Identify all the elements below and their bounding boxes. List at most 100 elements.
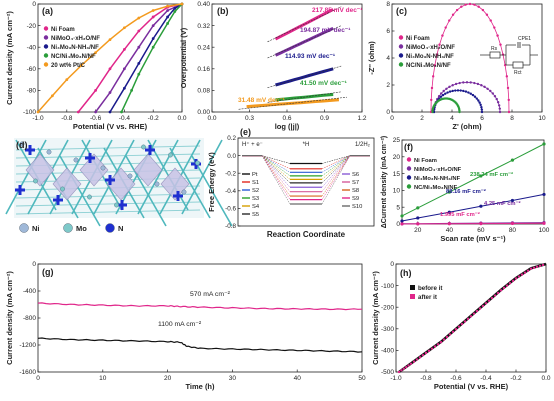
energy-connector <box>261 155 291 180</box>
cdl-label: 238.24 mF cm⁻² <box>470 171 513 178</box>
legend-swatch <box>406 175 412 180</box>
n-atom <box>145 145 155 155</box>
legend-entry: S4 <box>252 204 260 210</box>
y-tick-label: 2 <box>386 82 390 89</box>
x-tick-label: 2 <box>420 115 424 122</box>
data-point <box>400 214 404 218</box>
panel-letter-e: (e) <box>240 127 251 137</box>
mo-atom <box>60 186 65 192</box>
eis-fit <box>430 3 510 113</box>
bond <box>15 209 201 215</box>
legend-entry: S10 <box>352 204 362 210</box>
crystal-structure <box>5 138 233 227</box>
y-tick-label: 4 <box>386 55 390 62</box>
data-point <box>94 89 97 92</box>
cdl-label: 88.16 mF cm⁻² <box>446 188 486 195</box>
bond <box>191 155 233 227</box>
bond <box>15 201 201 207</box>
y-tick-label: -1200 <box>19 342 36 349</box>
lsv-line <box>398 262 547 374</box>
y-axis-label: Free Energy (eV) <box>207 152 216 212</box>
data-point <box>447 210 451 214</box>
lsv-point <box>409 362 413 365</box>
n-atom <box>173 191 183 201</box>
data-point <box>123 26 126 30</box>
y-tick-label: -500 <box>381 369 394 376</box>
legend-swatch <box>410 294 415 299</box>
fit-line <box>401 143 545 217</box>
x-tick-label: 10 <box>99 375 107 382</box>
lsv-point <box>535 265 539 269</box>
legend-entry: NC/Ni₄Mo₃N/NF <box>406 63 451 69</box>
y-tick-label: 0.08 <box>197 88 210 95</box>
x-tick-label: -0.2 <box>510 375 522 382</box>
bond <box>147 139 189 211</box>
mo-atom <box>114 202 119 208</box>
x-tick-label: 0.3 <box>245 115 254 122</box>
x-axis-label: Scan rate (mV s⁻¹) <box>440 234 506 243</box>
data-point <box>151 15 155 19</box>
legend-swatch <box>406 166 412 171</box>
lsv-point <box>487 299 491 302</box>
ni-atom <box>73 157 79 163</box>
legend-swatch <box>43 53 49 58</box>
data-point <box>151 9 155 12</box>
x-tick-label: 0.9 <box>320 115 329 122</box>
plot-frame <box>237 137 375 227</box>
legend-swatch <box>398 35 404 40</box>
x-tick-label: 0 <box>36 375 40 382</box>
y-tick-label: 5 <box>396 204 400 211</box>
panel-letter-g: (g) <box>42 267 54 277</box>
legend-swatch <box>398 53 404 58</box>
lsv-point <box>508 282 512 285</box>
eis-fit <box>433 81 501 113</box>
legend-entry: NC/Ni₄Mo₃N/NF <box>414 185 458 191</box>
energy-connector <box>261 155 291 177</box>
n-atom <box>85 153 95 163</box>
lsv-point <box>407 364 410 367</box>
lsv-point <box>523 271 527 274</box>
y-tick-label: -40 <box>27 44 37 51</box>
legend-swatch <box>398 44 404 49</box>
y-tick-label: 8 <box>386 1 390 8</box>
lsv-point <box>430 347 434 350</box>
circuit-label: CPE1 <box>518 36 531 42</box>
panel-letter-c: (c) <box>396 6 407 16</box>
x-tick-label: 0 <box>390 115 394 122</box>
legend-entry: NiMoO₄·xH₂O/NF <box>51 36 100 42</box>
data-point <box>479 204 483 208</box>
tafel-slope-label: 217.85 mV dec⁻¹ <box>312 7 362 14</box>
legend-entry: S2 <box>252 188 259 194</box>
lsv-point <box>433 345 437 348</box>
y-tick-label: -400 <box>23 288 36 295</box>
energy-connector <box>321 155 351 200</box>
energy-connector <box>321 155 351 197</box>
lsv-point <box>541 263 545 267</box>
y-tick-label: 0.2 <box>227 135 236 142</box>
data-point <box>79 64 83 67</box>
data-point <box>166 15 170 19</box>
data-point <box>137 72 141 76</box>
data-point <box>542 221 546 225</box>
legend-entry: S3 <box>252 196 259 202</box>
energy-connector <box>321 155 351 205</box>
y-tick-label: -80 <box>27 88 37 95</box>
lsv-point <box>511 279 515 283</box>
structure-legend-swatch <box>105 223 115 233</box>
energy-connector <box>321 155 351 177</box>
lsv-point <box>493 294 497 297</box>
bond <box>181 139 223 215</box>
data-point <box>76 110 80 114</box>
data-point <box>180 2 184 6</box>
structure-legend-swatch <box>63 223 73 233</box>
energy-connector <box>261 155 291 197</box>
mo-atom <box>168 152 173 158</box>
lsv-point <box>499 289 503 292</box>
legend-swatch <box>406 184 412 189</box>
lsv-point <box>484 302 488 305</box>
x-tick-label: -0.6 <box>450 375 462 382</box>
structure-legend-label: Ni <box>32 224 40 233</box>
x-axis-label: log (|j|) <box>275 122 300 131</box>
legend-entry: Ni Foam <box>406 36 430 42</box>
plot-frame <box>395 263 547 373</box>
